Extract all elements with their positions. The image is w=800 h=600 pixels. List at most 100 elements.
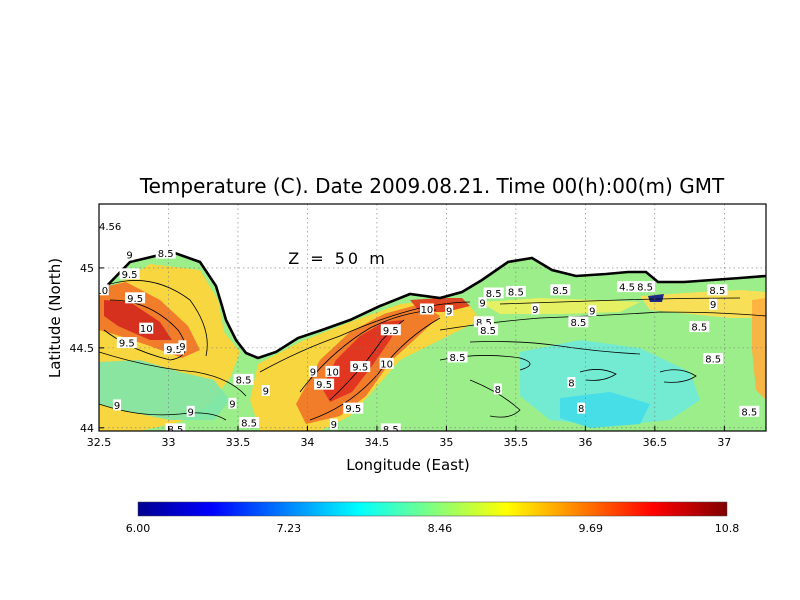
contour-label-box [419,303,434,315]
colorbar [137,501,728,517]
contour-label-box [164,343,185,355]
contour-label-box [703,353,724,365]
contour-label: 10 [95,286,108,297]
x-tick-label: 35.5 [504,436,529,449]
contour-label-box [325,365,340,377]
contour-label: 9.5 [316,380,332,391]
contour-label: 8.5 [450,353,466,364]
contour-label-box [473,316,494,328]
contour-label: 8.5 [691,323,707,334]
contour-label: 9 [126,251,132,262]
contour-label: 9.5 [345,404,361,415]
contour-label: 8 [495,385,501,396]
x-tick-label: 33 [161,436,175,449]
contour-label: 9.5 [127,294,143,305]
isotherm-line [469,341,641,355]
isotherm-line [579,369,617,381]
contour-label: 9.5 [166,345,182,356]
contour-label: 9 [114,401,120,412]
contour-label-box [119,268,140,280]
contour-label-box [155,247,176,259]
contour-label-box [493,383,502,395]
contour-label-box [568,316,589,328]
contour-label: 8.5 [383,425,399,436]
contour-label-box [186,405,195,417]
isotherm-line [659,369,697,383]
colorbar-tick-label: 10.8 [715,522,740,535]
contour-label-box [125,292,146,304]
cool-water-coast [99,360,230,420]
contour-label: 8.5 [241,419,257,430]
contour-label-box [550,284,571,296]
contour-label: 9 [310,367,316,378]
contour-label-box [483,287,504,299]
colorbar-tick-label: 6.00 [126,522,151,535]
cold-water-south [560,392,650,428]
contour-label-box [505,285,526,297]
contour-label: 8.5 [570,318,586,329]
colorbar-tick-label: 9.69 [579,522,604,535]
contour-label-box [617,281,638,293]
contour-label-box [116,337,137,349]
contour-label: 8.5 [158,249,174,260]
contour-label-box [709,298,718,310]
isotherm-line [309,317,441,421]
x-tick-label: 36 [578,436,592,449]
contour-label-box [113,399,122,411]
contour-label: 8.5 [486,289,502,300]
contour-label: 9 [229,399,235,410]
warm-edge-east [752,298,766,400]
contour-label: 9.5 [383,326,399,337]
contour-label: 8.5 [741,407,757,418]
contour-label-box [635,281,656,293]
x-tick-label: 32.5 [87,436,112,449]
contour-label: 8.5 [709,286,725,297]
contour-label: 8.5 [476,318,492,329]
contour-label-box [329,418,338,430]
contour-label: 9.5 [119,339,135,350]
contour-label: 9 [479,299,485,310]
contour-label-box [707,284,728,296]
cold-cell-east [648,294,664,302]
contour-label-box [178,340,187,352]
contour-label-box [478,324,499,336]
contour-label-box [689,321,710,333]
contour-label: 10 [380,359,393,370]
contour-label-box [99,284,109,296]
contour-label: 10 [326,367,339,378]
contour-label-box [739,405,760,417]
x-tick-label: 37 [717,436,731,449]
contour-label-box [233,373,254,385]
hottest-water-west [104,300,172,340]
contour-label: 9 [710,300,716,311]
contour-label: 10 [421,305,434,316]
x-tick-label: 36.5 [643,436,668,449]
contour-label-box [165,423,186,431]
chart-title: Temperature (C). Date 2009.08.21. Time 0… [139,174,725,198]
contour-label: 9.5 [122,270,138,281]
depth-annotation: Z = 50 m [288,249,388,268]
contour-label: 8 [578,404,584,415]
contour-label: 8.5 [236,375,252,386]
contour-label: 8.5 [480,326,496,337]
contour-label-box [228,397,237,409]
plot-frame [98,203,767,432]
contour-label-box [380,324,401,336]
y-axis-label: Latitude (North) [46,258,64,378]
contour-label-box [308,365,317,377]
x-tick-label: 35 [439,436,453,449]
contour-label: 8.5 [508,287,524,298]
contour-label: 4.56 [99,222,121,233]
contour-label-box [350,361,371,373]
isotherm-line [99,351,247,397]
contour-label: 9 [331,420,337,431]
y-tick-label: 44 [80,422,94,435]
contour-label: 9.5 [352,363,368,374]
coastline [99,250,766,360]
x-tick-label: 33.5 [226,436,251,449]
contour-label: 8 [568,379,574,390]
colorbar-tick-label: 8.46 [428,522,453,535]
contour-label-box [99,220,124,232]
contour-label-box [577,402,586,414]
